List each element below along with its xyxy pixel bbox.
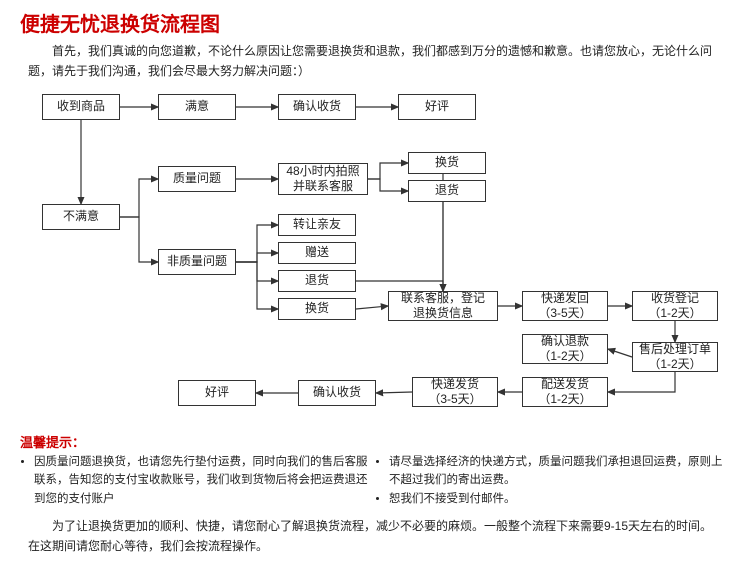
flow-node: 质量问题 <box>158 166 236 192</box>
flowchart: 收到商品满意确认收货好评不满意质量问题48小时内拍照 并联系客服换货退货非质量问… <box>0 86 750 426</box>
flow-node: 确认收货 <box>298 380 376 406</box>
flow-node: 确认收货 <box>278 94 356 120</box>
flow-node: 不满意 <box>42 204 120 230</box>
flow-node: 好评 <box>398 94 476 120</box>
flow-node: 转让亲友 <box>278 214 356 236</box>
flow-node: 联系客服，登记 退换货信息 <box>388 291 498 321</box>
flow-node: 满意 <box>158 94 236 120</box>
tips-section: 因质量问题退换货，也请您先行垫付运费，同时向我们的售后客服联系，告知您的支付宝收… <box>0 453 750 508</box>
flow-node: 售后处理订单 （1-2天） <box>632 342 718 372</box>
flow-node: 换货 <box>278 298 356 320</box>
flow-edges <box>0 86 750 426</box>
flow-node: 退货 <box>278 270 356 292</box>
tip-item: 恕我们不接受到付邮件。 <box>389 490 730 508</box>
flow-node: 收货登记 （1-2天） <box>632 291 718 321</box>
flow-node: 确认退款 （1-2天） <box>522 334 608 364</box>
flow-node: 非质量问题 <box>158 249 236 275</box>
tips-right: 请尽量选择经济的快递方式，质量问题我们承担退回运费，原则上不超过我们的寄出运费。… <box>375 453 730 508</box>
flow-node: 退货 <box>408 180 486 202</box>
tips-title: 温馨提示： <box>0 426 750 453</box>
tips-left: 因质量问题退换货，也请您先行垫付运费，同时向我们的售后客服联系，告知您的支付宝收… <box>20 453 375 508</box>
flow-node: 赠送 <box>278 242 356 264</box>
flow-node: 好评 <box>178 380 256 406</box>
flow-node: 快递发货 （3-5天） <box>412 377 498 407</box>
footer-text: 为了让退换货更加的顺利、快捷，请您耐心了解退换货流程，减少不必要的麻烦。一般整个… <box>0 508 750 557</box>
flow-node: 换货 <box>408 152 486 174</box>
flow-node: 48小时内拍照 并联系客服 <box>278 163 368 195</box>
flow-node: 配送发货 （1-2天） <box>522 377 608 407</box>
tip-item: 请尽量选择经济的快递方式，质量问题我们承担退回运费，原则上不超过我们的寄出运费。 <box>389 453 730 490</box>
flow-node: 快递发回 （3-5天） <box>522 291 608 321</box>
intro-text: 首先，我们真诚的向您道歉，不论什么原因让您需要退换货和退款，我们都感到万分的遗憾… <box>0 41 750 86</box>
tip-item: 因质量问题退换货，也请您先行垫付运费，同时向我们的售后客服联系，告知您的支付宝收… <box>34 453 375 508</box>
page-title: 便捷无忧退换货流程图 <box>0 0 750 41</box>
flow-node: 收到商品 <box>42 94 120 120</box>
